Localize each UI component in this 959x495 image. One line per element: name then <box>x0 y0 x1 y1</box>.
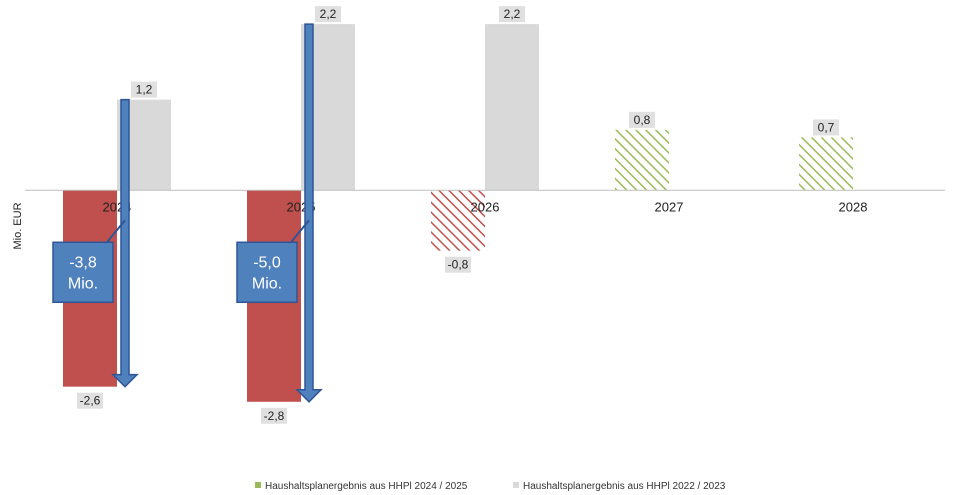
bar-current-2028 <box>799 137 853 191</box>
data-label-current-2027: 0,8 <box>634 113 651 127</box>
data-label-bg-current-2027 <box>629 111 655 128</box>
x-tick-label-2028: 2028 <box>839 199 868 214</box>
callout-leader-2025 <box>290 219 310 243</box>
data-label-bg-current-2026 <box>445 256 471 273</box>
data-label-current-2026: -0,8 <box>448 258 469 272</box>
x-tick-label-2027: 2027 <box>655 199 684 214</box>
legend-label-previous: Haushaltsplanergebnis aus HHPl 2022 / 20… <box>523 481 726 492</box>
x-tick-label-2026: 2026 <box>471 199 500 214</box>
data-label-previous-2025: 2,2 <box>320 7 337 21</box>
callout-unit-2025: Mio. <box>252 275 282 292</box>
y-axis-label: Mio. EUR <box>12 202 24 249</box>
callout-value-2025: -5,0 <box>253 254 281 271</box>
data-label-bg-previous-2026 <box>499 6 525 23</box>
data-label-bg-current-2024 <box>77 392 103 409</box>
data-label-bg-current-2028 <box>813 119 839 136</box>
labels-layer: -2,61,22024-2,82,22025-0,82,220260,82027… <box>77 6 867 424</box>
bar-current-2027 <box>615 129 669 191</box>
legend-swatch-previous <box>513 482 519 488</box>
callout-box-2024 <box>52 241 114 304</box>
callout-leader-2024 <box>106 219 126 243</box>
data-label-current-2025: -2,8 <box>264 409 285 423</box>
annotations-layer: -3,8 Mio. -5,0 Mio. <box>52 23 323 403</box>
legend-swatch-current <box>255 482 261 488</box>
legend-label-current: Haushaltsplanergebnis aus HHPl 2024 / 20… <box>265 481 468 492</box>
data-label-current-2024: -2,6 <box>80 394 101 408</box>
data-label-bg-previous-2024 <box>131 81 157 98</box>
data-label-previous-2026: 2,2 <box>504 7 521 21</box>
data-label-current-2028: 0,7 <box>818 120 835 134</box>
legend: Haushaltsplanergebnis aus HHPl 2024 / 20… <box>255 481 726 492</box>
callout-box-2025 <box>236 241 298 304</box>
difference-arrow-2025 <box>295 23 323 403</box>
callout-value-2024: -3,8 <box>69 254 97 271</box>
bars-layer <box>63 24 853 402</box>
callout-unit-2024: Mio. <box>68 275 98 292</box>
difference-arrow-2024 <box>111 98 139 388</box>
data-label-previous-2024: 1,2 <box>136 83 153 97</box>
bar-previous-2026 <box>485 24 539 191</box>
bar-current-2026 <box>431 190 485 251</box>
data-label-bg-previous-2025 <box>315 6 341 23</box>
data-label-bg-current-2025 <box>261 407 287 424</box>
